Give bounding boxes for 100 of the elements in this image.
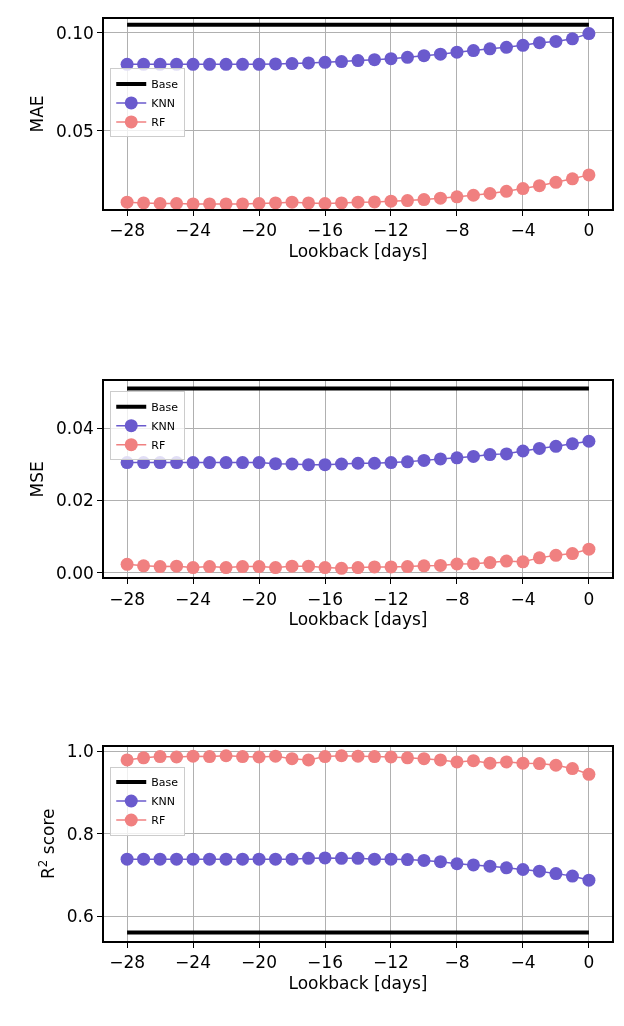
point [466, 188, 480, 202]
point [450, 451, 464, 465]
point [499, 554, 513, 568]
point [532, 36, 546, 50]
point [565, 762, 579, 776]
point [368, 750, 381, 764]
point [417, 559, 431, 573]
point [499, 184, 513, 198]
point [351, 456, 365, 470]
point [137, 751, 151, 765]
y-tick-label: 0.6 [66, 906, 94, 927]
point [450, 857, 464, 871]
point [219, 749, 233, 763]
x-tick-label: −4 [510, 951, 536, 972]
x-tick-label: 0 [583, 588, 595, 609]
point [186, 456, 200, 470]
point [499, 861, 513, 875]
point [516, 863, 530, 876]
x-tick-label: −28 [109, 951, 146, 972]
x-tick-label: −12 [373, 220, 409, 241]
point [252, 197, 266, 210]
x-tick-label: −28 [109, 588, 146, 609]
point [236, 750, 250, 764]
point [153, 852, 167, 866]
legend-label: Base [151, 776, 179, 790]
point [203, 197, 217, 211]
point [499, 755, 513, 769]
point [186, 57, 200, 71]
point [549, 34, 563, 48]
point [203, 560, 217, 574]
point [549, 548, 563, 562]
point [532, 757, 546, 771]
legend-label: Base [151, 78, 179, 92]
legend-label: KNN [151, 419, 175, 433]
x-tick-label: −16 [307, 588, 343, 609]
point [400, 853, 414, 867]
point [433, 558, 447, 572]
point [285, 195, 299, 209]
point [516, 756, 530, 770]
point [400, 751, 414, 765]
x-tick-label: −16 [307, 951, 343, 972]
legend-label: KNN [151, 97, 175, 111]
x-tick-label: −8 [444, 951, 470, 972]
x-tick-label: −28 [109, 220, 146, 241]
point [219, 57, 233, 71]
point [516, 38, 530, 52]
point [335, 749, 349, 763]
point [318, 55, 332, 69]
y-axis-title: MSE [27, 461, 48, 498]
point [565, 437, 579, 451]
point [335, 55, 349, 69]
x-tick-label: −8 [444, 588, 470, 609]
point [170, 852, 184, 866]
x-tick-label: −16 [307, 220, 343, 241]
y-tick-label: 0.00 [55, 562, 94, 583]
point [499, 447, 513, 461]
point [450, 557, 464, 571]
point [153, 750, 167, 764]
point [417, 453, 431, 467]
point [466, 858, 480, 872]
point [186, 561, 200, 575]
point [219, 852, 233, 866]
point [137, 196, 151, 210]
point [252, 560, 266, 574]
point [483, 187, 497, 200]
point [582, 434, 596, 448]
point [137, 852, 151, 866]
y-axis-title: MAE [27, 95, 48, 133]
point [252, 456, 266, 470]
point [483, 859, 497, 873]
point [532, 441, 546, 455]
x-tick-label: −4 [510, 220, 536, 241]
point [417, 752, 431, 766]
point [384, 194, 398, 208]
point [170, 559, 184, 573]
point [450, 45, 464, 59]
point [153, 560, 167, 574]
point [351, 561, 365, 575]
x-axis-title: Lookback [days] [288, 241, 428, 262]
point [120, 557, 134, 571]
point [120, 753, 134, 767]
legend-label: RF [151, 814, 166, 828]
point [400, 560, 414, 574]
point [252, 852, 266, 866]
y-tick-label: 0.10 [55, 22, 94, 43]
point [203, 852, 217, 866]
point [384, 52, 398, 66]
point [351, 749, 365, 763]
point [483, 42, 497, 56]
point [269, 749, 283, 763]
point [582, 542, 596, 556]
point [120, 852, 134, 866]
point [302, 851, 316, 865]
point [565, 32, 579, 46]
point [549, 439, 563, 453]
point [285, 752, 299, 766]
x-axis-title: Lookback [days] [288, 609, 428, 630]
point [466, 449, 480, 463]
y-tick-label: 1.0 [66, 741, 94, 762]
point [269, 57, 283, 71]
